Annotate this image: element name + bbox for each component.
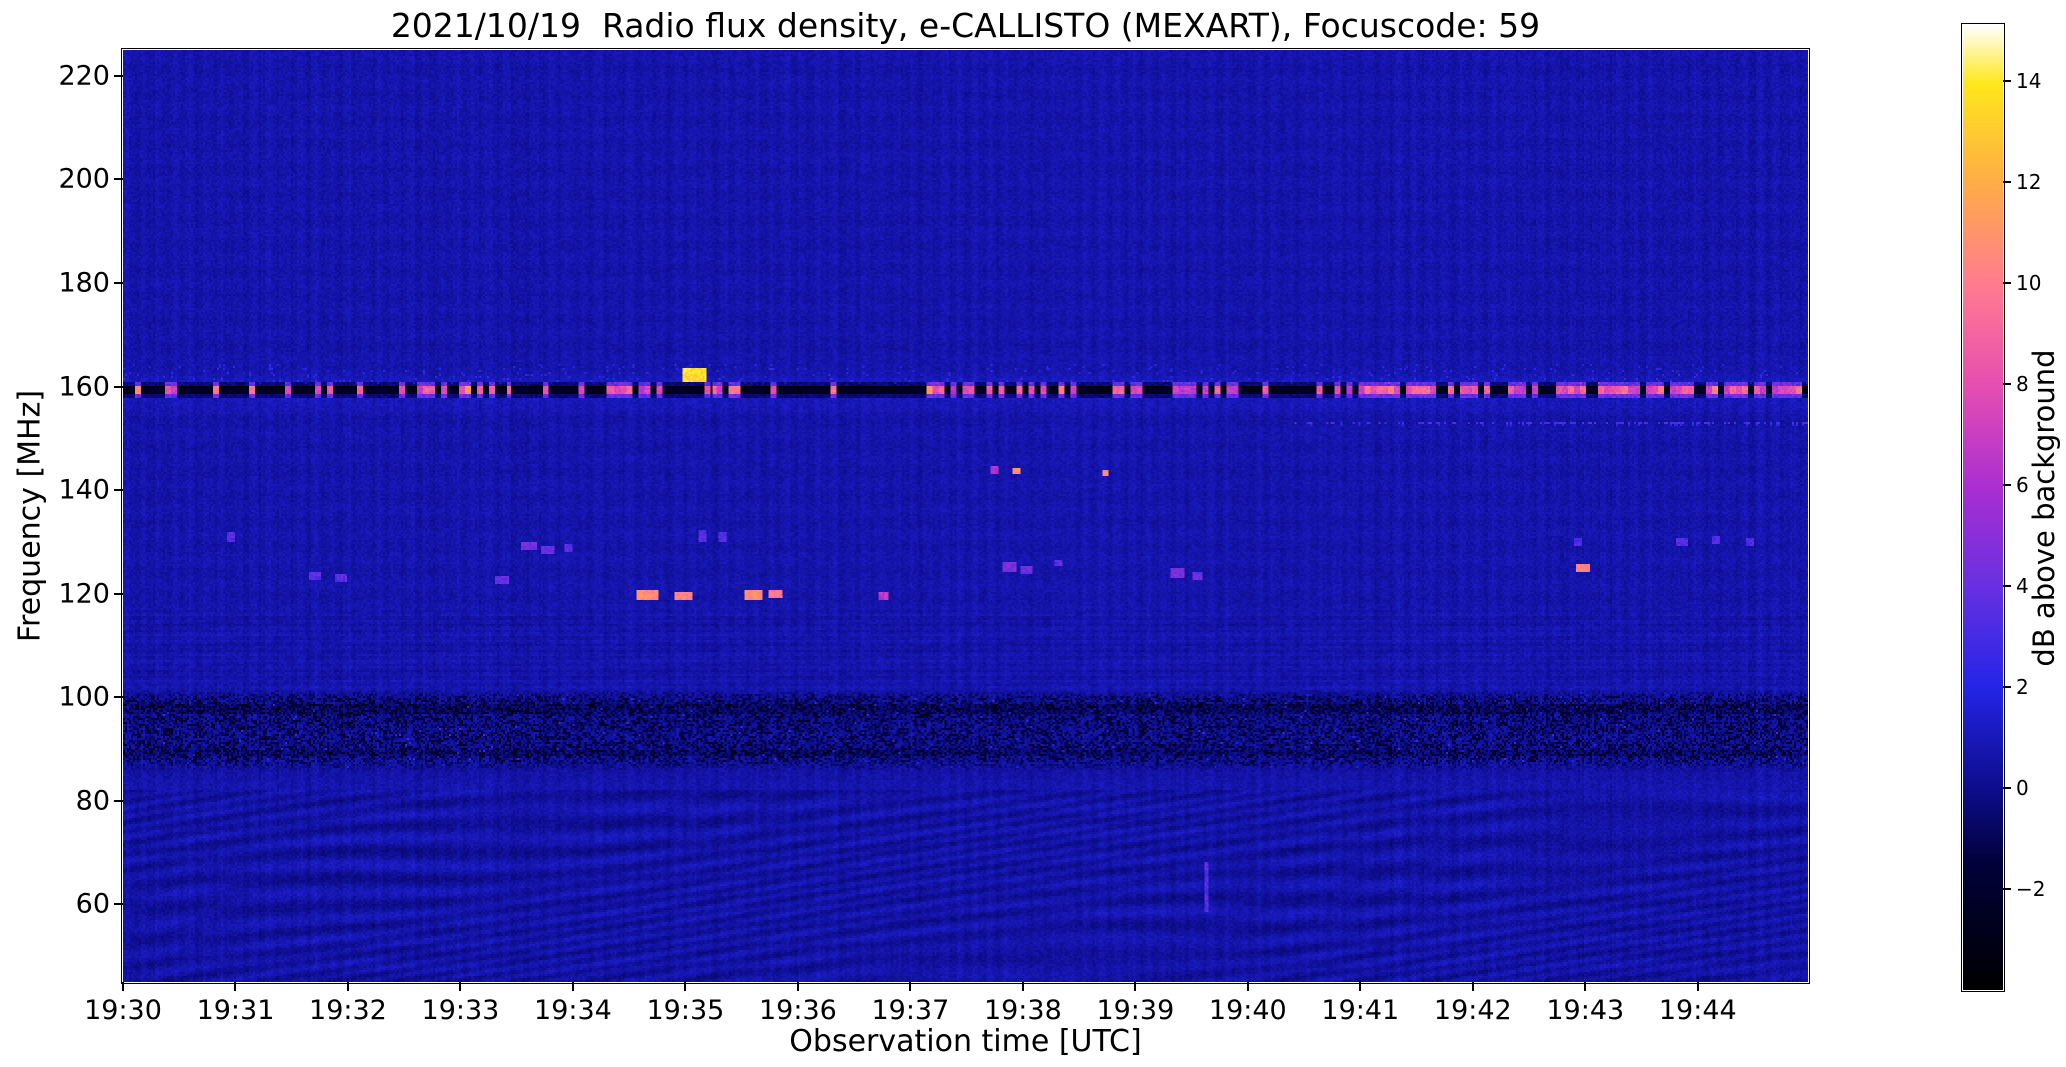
x-tick-label: 19:35 — [646, 995, 725, 1026]
colorbar-tick-mark — [2003, 786, 2011, 789]
y-tick-label: 80 — [75, 785, 110, 817]
x-tick-mark — [1134, 982, 1137, 991]
y-tick-label: 220 — [58, 60, 110, 92]
colorbar-tick-mark — [2003, 79, 2011, 82]
x-tick-label: 19:33 — [421, 995, 500, 1026]
x-tick-label: 19:37 — [871, 995, 950, 1026]
y-tick-label: 140 — [58, 474, 110, 506]
x-tick-mark — [684, 982, 687, 991]
x-tick-mark — [1696, 982, 1699, 991]
colorbar-tick-mark — [2003, 382, 2011, 385]
x-tick-mark — [346, 982, 349, 991]
colorbar-tick-label: 12 — [2016, 169, 2042, 194]
y-tick-label: 180 — [58, 267, 110, 299]
colorbar-tick-mark — [2003, 584, 2011, 587]
x-tick-label: 19:36 — [758, 995, 837, 1026]
y-tick-mark — [114, 282, 123, 284]
y-tick-label: 160 — [58, 371, 110, 403]
colorbar-tick-label: 8 — [2016, 371, 2029, 396]
chart-title: 2021/10/19 Radio flux density, e-CALLIST… — [390, 6, 1541, 45]
y-tick-mark — [114, 696, 123, 699]
x-tick-mark — [1246, 982, 1249, 991]
colorbar-tick-label: 4 — [2016, 573, 2029, 598]
colorbar-tick-label: 6 — [2016, 472, 2029, 497]
colorbar-label: dB above background — [2027, 349, 2061, 667]
colorbar-tick-mark — [2003, 685, 2011, 688]
colorbar-tick-label: 0 — [2016, 775, 2029, 800]
x-axis-label: Observation time [UTC] — [789, 1024, 1142, 1059]
x-tick-label: 19:43 — [1546, 995, 1625, 1026]
x-tick-mark — [234, 982, 237, 991]
x-tick-mark — [796, 982, 799, 991]
colorbar-tick-label: 14 — [2016, 68, 2042, 93]
y-tick-label: 200 — [58, 163, 110, 195]
y-tick-mark — [114, 178, 123, 181]
colorbar-tick-label: 2 — [2016, 674, 2029, 699]
x-tick-mark — [909, 982, 912, 991]
x-tick-mark — [571, 982, 574, 991]
colorbar-tick-mark — [2003, 180, 2011, 183]
y-tick-mark — [114, 385, 123, 388]
x-tick-mark — [1471, 982, 1474, 991]
x-tick-mark — [1359, 982, 1362, 991]
x-tick-label: 19:44 — [1658, 995, 1737, 1026]
colorbar-tick-label: 10 — [2016, 270, 2042, 295]
y-tick-label: 100 — [58, 681, 110, 713]
x-tick-mark — [459, 982, 462, 991]
y-tick-label: 60 — [75, 888, 110, 920]
colorbar-tick-mark — [2003, 887, 2011, 890]
x-tick-label: 19:34 — [534, 995, 612, 1026]
colorbar-tick-mark — [2003, 281, 2011, 284]
colorbar-tick-mark — [2003, 483, 2011, 486]
x-tick-label: 19:32 — [309, 995, 387, 1026]
colorbar-tick-label: −2 — [2016, 876, 2046, 901]
y-tick-mark — [114, 799, 123, 802]
y-tick-mark — [114, 489, 123, 492]
x-tick-label: 19:40 — [1208, 995, 1287, 1026]
x-tick-label: 19:41 — [1321, 995, 1400, 1026]
x-tick-label: 19:38 — [983, 995, 1062, 1026]
y-tick-label: 120 — [58, 578, 110, 610]
y-tick-mark — [114, 903, 123, 906]
spectrogram-heatmap — [123, 50, 1808, 982]
x-tick-label: 19:31 — [196, 995, 275, 1026]
y-tick-mark — [114, 592, 123, 595]
x-tick-label: 19:39 — [1096, 995, 1175, 1026]
x-tick-mark — [1584, 982, 1587, 991]
x-tick-label: 19:30 — [84, 995, 162, 1026]
x-tick-mark — [1021, 982, 1024, 991]
x-tick-label: 19:42 — [1433, 995, 1512, 1026]
colorbar-gradient — [1963, 25, 2003, 990]
x-tick-mark — [122, 982, 124, 991]
y-tick-mark — [114, 74, 123, 77]
